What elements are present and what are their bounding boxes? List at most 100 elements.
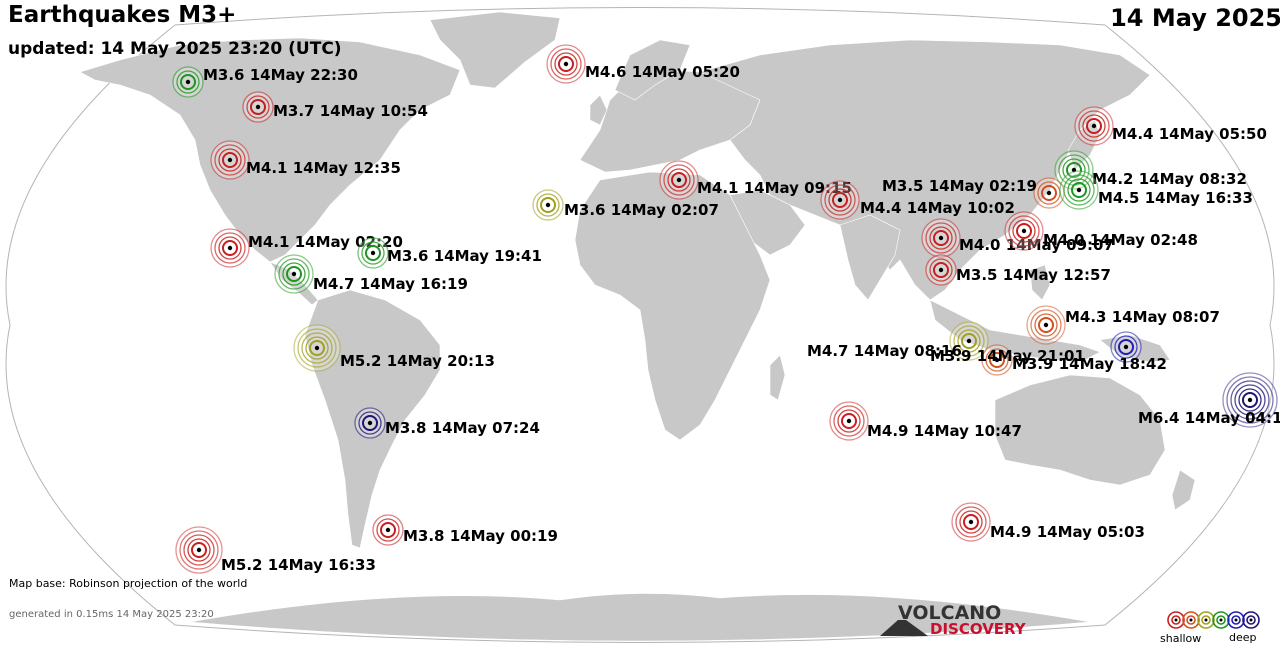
earthquake-marker[interactable]: M4.7 14May 16:19: [274, 254, 468, 294]
earthquake-marker[interactable]: M3.6 14May 02:07: [532, 189, 719, 221]
depth-legend: [1167, 611, 1260, 629]
marker-center: [385, 527, 391, 533]
earthquake-marker[interactable]: M3.7 14May 10:54: [242, 91, 428, 123]
marker-center: [938, 267, 944, 273]
marker-ring: [376, 518, 400, 542]
earthquake-marker[interactable]: M4.9 14May 10:47: [829, 401, 1022, 441]
earthquake-marker[interactable]: M3.9 14May 18:42: [1012, 331, 1167, 373]
earthquake-label: M3.8 14May 00:19: [403, 527, 558, 545]
marker-ring: [540, 197, 556, 213]
legend-ring: [1167, 611, 1185, 629]
earthquake-marker[interactable]: M4.7 14May 08:16: [807, 321, 989, 361]
marker-ring: [837, 409, 861, 433]
earthquake-marker[interactable]: M4.3 14May 08:07: [1026, 305, 1220, 345]
marker-ring: [222, 240, 238, 256]
land-africa: [574, 171, 771, 441]
marker-center: [255, 104, 261, 110]
marker-ring: [301, 332, 333, 364]
earthquake-marker[interactable]: M3.9 14May 21:01: [930, 344, 1085, 376]
earthquake-marker[interactable]: M4.1 14May 09:15: [659, 160, 852, 200]
marker-ring: [176, 70, 200, 94]
updated-timestamp: updated: 14 May 2025 23:20 (UTC): [8, 39, 342, 59]
earthquake-marker[interactable]: M4.6 14May 05:20: [546, 44, 740, 84]
earthquake-marker[interactable]: M3.6 14May 19:41: [357, 237, 542, 269]
marker-ring: [309, 340, 325, 356]
marker-center: [1046, 190, 1052, 196]
marker-ring: [214, 232, 246, 264]
earthquake-marker[interactable]: M4.5 14May 16:33: [1059, 170, 1253, 210]
marker-ring: [286, 266, 302, 282]
legend-center: [1219, 618, 1223, 622]
earthquake-label: M4.9 14May 05:03: [990, 523, 1145, 541]
marker-ring: [218, 148, 242, 172]
earthquake-marker[interactable]: M4.9 14May 05:03: [951, 502, 1145, 542]
marker-ring: [933, 230, 949, 246]
marker-ring: [1226, 376, 1274, 424]
land-madagascar: [769, 354, 786, 401]
marker-ring: [663, 164, 695, 196]
marker-ring: [832, 192, 848, 208]
earthquake-marker[interactable]: M6.4 14May 04:1: [1138, 372, 1280, 428]
earthquake-label: M4.5 14May 16:33: [1098, 189, 1253, 207]
marker-ring: [1118, 339, 1134, 355]
earthquake-marker[interactable]: M3.6 14May 22:30: [172, 66, 358, 98]
legend-ring: [1197, 611, 1215, 629]
map-base-note: Map base: Robinson projection of the wor…: [9, 577, 248, 590]
earthquake-label: M3.5 14May 12:57: [956, 266, 1111, 284]
earthquake-label: M3.6 14May 22:30: [203, 66, 358, 84]
marker-ring: [222, 152, 238, 168]
earthquake-marker[interactable]: M5.2 14May 20:13: [293, 324, 495, 372]
earthquake-label: M3.6 14May 02:07: [564, 201, 719, 219]
marker-ring: [1034, 313, 1058, 337]
marker-center: [837, 197, 843, 203]
marker-center: [1091, 123, 1097, 129]
legend-ring: [1231, 615, 1241, 625]
marker-ring: [1012, 219, 1036, 243]
legend-ring: [1171, 615, 1181, 625]
land-south-america: [304, 289, 441, 549]
volcano-discovery-logo[interactable]: VOLCANO DISCOVERY: [880, 600, 1040, 640]
marker-ring: [1030, 309, 1062, 341]
earthquake-marker[interactable]: M4.4 14May 05:50: [1074, 106, 1267, 146]
legend-ring: [1246, 615, 1256, 625]
earthquake-label: M4.7 14May 08:16: [807, 342, 962, 360]
marker-ring: [361, 241, 385, 265]
earthquake-label: M6.4 14May 04:1: [1138, 409, 1280, 427]
marker-center: [938, 235, 944, 241]
earthquake-marker[interactable]: M4.4 14May 10:02: [820, 180, 1015, 220]
earthquake-marker[interactable]: M4.0 14May 02:48: [1004, 211, 1198, 251]
marker-ring: [358, 411, 382, 435]
marker-ring: [282, 262, 306, 286]
marker-ring: [959, 510, 983, 534]
marker-ring: [955, 506, 987, 538]
earthquake-label: M4.1 14May 09:15: [697, 179, 852, 197]
marker-center: [846, 418, 852, 424]
marker-center: [545, 202, 551, 208]
earthquake-markers: M3.6 14May 22:30 M3.7 14May 10:54 M4.1 14M…: [172, 44, 1280, 574]
legend-ring: [1242, 611, 1260, 629]
earthquake-marker[interactable]: M5.2 14May 16:33: [175, 526, 376, 574]
marker-ring: [179, 530, 219, 570]
marker-ring: [1234, 384, 1266, 416]
legend-center: [1174, 618, 1178, 622]
marker-ring: [828, 188, 852, 212]
earthquake-marker[interactable]: M3.8 14May 07:24: [354, 407, 540, 439]
marker-ring: [1086, 118, 1102, 134]
earthquake-marker[interactable]: M4.1 14May 12:35: [210, 140, 401, 180]
marker-ring: [554, 52, 578, 76]
marker-center: [227, 157, 233, 163]
earthquake-label: M4.9 14May 10:47: [867, 422, 1022, 440]
marker-ring: [667, 168, 691, 192]
marker-center: [966, 338, 972, 344]
earthquake-label: M4.2 14May 08:32: [1092, 170, 1247, 188]
land-new-zealand: [1171, 469, 1196, 511]
marker-center: [968, 519, 974, 525]
marker-ring: [841, 413, 857, 429]
marker-ring: [1067, 178, 1091, 202]
earthquake-marker[interactable]: M3.5 14May 12:57: [925, 254, 1111, 286]
marker-ring: [1078, 110, 1110, 142]
earthquake-label: M4.7 14May 16:19: [313, 275, 468, 293]
earthquake-marker[interactable]: M3.5 14May 02:19: [882, 177, 1065, 209]
marker-ring: [362, 415, 378, 431]
earthquake-marker[interactable]: M3.8 14May 00:19: [372, 514, 558, 546]
